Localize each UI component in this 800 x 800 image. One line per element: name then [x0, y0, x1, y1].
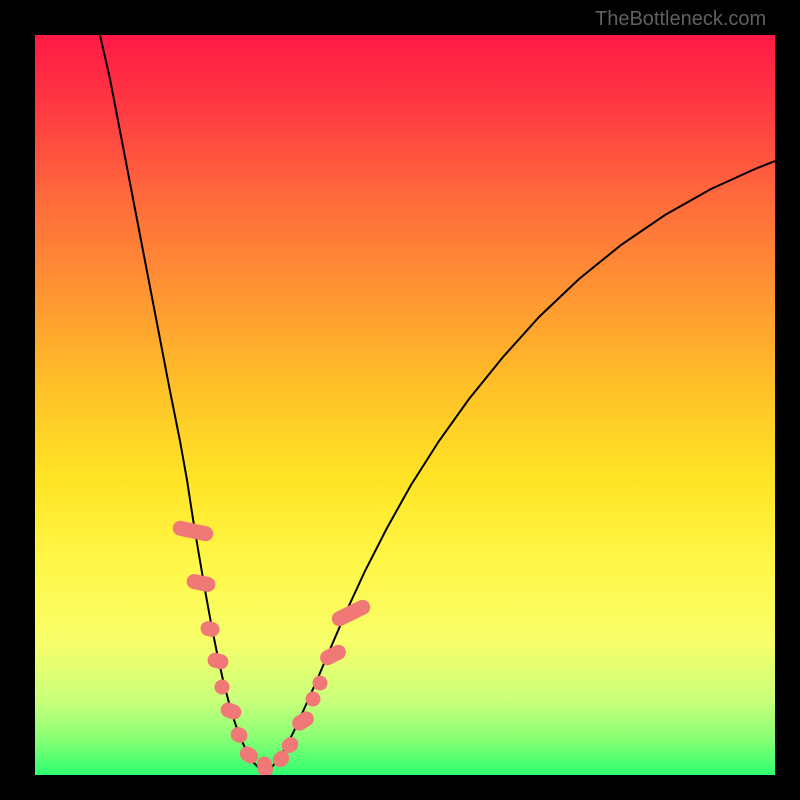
plot-area — [35, 35, 775, 775]
watermark-text: TheBottleneck.com — [595, 8, 766, 31]
chart-outer-frame: TheBottleneck.com — [0, 0, 800, 800]
gradient-background — [35, 35, 775, 775]
